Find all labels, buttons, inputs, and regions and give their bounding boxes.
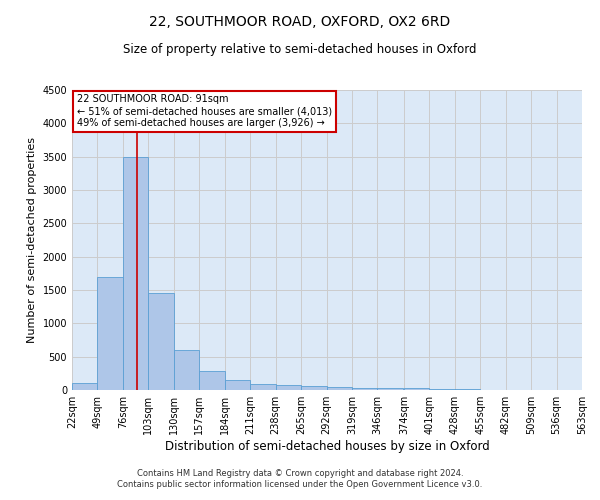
Bar xyxy=(250,384,275,390)
Bar xyxy=(174,350,199,390)
Bar xyxy=(429,389,455,390)
Bar xyxy=(123,156,148,390)
Text: 22, SOUTHMOOR ROAD, OXFORD, OX2 6RD: 22, SOUTHMOOR ROAD, OXFORD, OX2 6RD xyxy=(149,15,451,29)
Bar xyxy=(352,388,377,390)
Text: Size of property relative to semi-detached houses in Oxford: Size of property relative to semi-detach… xyxy=(123,42,477,56)
Bar xyxy=(148,294,174,390)
Text: Contains HM Land Registry data © Crown copyright and database right 2024.: Contains HM Land Registry data © Crown c… xyxy=(137,468,463,477)
Bar xyxy=(404,388,429,390)
Bar xyxy=(377,388,403,390)
Text: 22 SOUTHMOOR ROAD: 91sqm
← 51% of semi-detached houses are smaller (4,013)
49% o: 22 SOUTHMOOR ROAD: 91sqm ← 51% of semi-d… xyxy=(77,94,332,128)
Bar xyxy=(326,386,352,390)
Y-axis label: Number of semi-detached properties: Number of semi-detached properties xyxy=(27,137,37,343)
Bar xyxy=(301,386,326,390)
Bar xyxy=(225,380,250,390)
Bar xyxy=(72,382,97,390)
Bar xyxy=(199,372,225,390)
Bar xyxy=(275,384,301,390)
Text: Contains public sector information licensed under the Open Government Licence v3: Contains public sector information licen… xyxy=(118,480,482,489)
Bar xyxy=(97,276,123,390)
X-axis label: Distribution of semi-detached houses by size in Oxford: Distribution of semi-detached houses by … xyxy=(164,440,490,453)
